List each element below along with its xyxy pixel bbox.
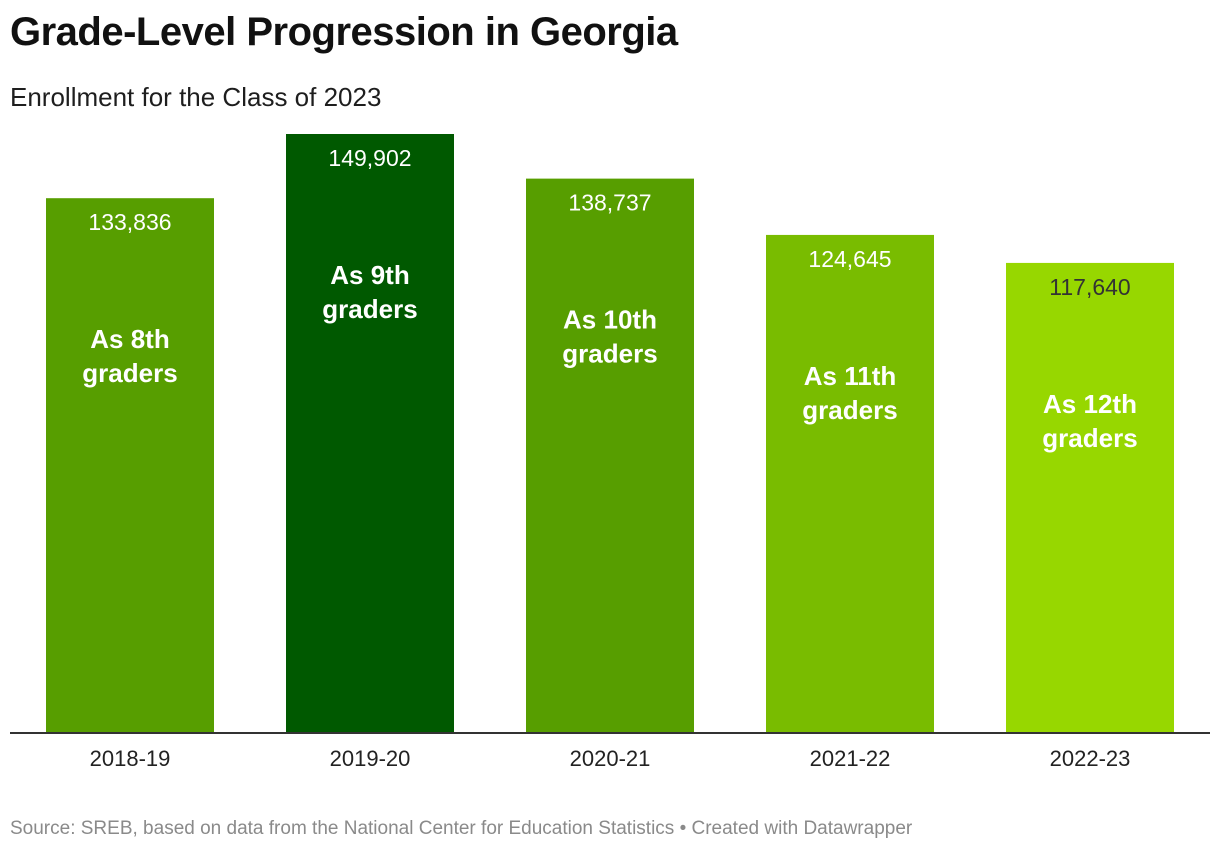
value-label-2020-21: 138,737 — [568, 190, 651, 216]
bar-label-2021-22-line2: graders — [802, 395, 897, 425]
bar-2020-21 — [526, 178, 694, 733]
chart-title: Grade-Level Progression in Georgia — [10, 10, 678, 54]
x-tick-label-2021-22: 2021-22 — [810, 746, 891, 771]
bar-2021-22 — [766, 234, 934, 734]
x-tick-label-2022-23: 2022-23 — [1050, 746, 1131, 771]
value-label-2022-23: 117,640 — [1049, 274, 1130, 300]
bar-label-2019-20-line1: As 9th — [330, 260, 409, 290]
bar-2022-23 — [1006, 262, 1174, 733]
bar-label-2019-20-line2: graders — [322, 294, 417, 324]
x-tick-label-2018-19: 2018-19 — [90, 746, 171, 771]
bar-label-2018-19-line1: As 8th — [90, 324, 169, 354]
value-label-2019-20: 149,902 — [328, 145, 411, 171]
bar-label-2020-21-line2: graders — [562, 339, 657, 369]
chart-subtitle: Enrollment for the Class of 2023 — [10, 82, 382, 112]
bars-group — [46, 134, 1174, 734]
bar-label-2022-23-line1: As 12th — [1043, 389, 1137, 419]
labels-group: 133,836 As 8th graders 149,902 As 9th graders… — [82, 145, 1137, 453]
bar-label-2021-22-line1: As 11th — [804, 361, 897, 391]
source-note: Source: SREB, based on data from the Nat… — [10, 818, 913, 839]
bar-2018-19 — [46, 198, 214, 733]
bar-label-2018-19-line2: graders — [82, 358, 177, 388]
bar-label-2022-23-line2: graders — [1042, 423, 1137, 453]
x-tick-label-2020-21: 2020-21 — [570, 746, 651, 771]
value-label-2018-19: 133,836 — [88, 209, 171, 235]
bar-label-2020-21-line1: As 10th — [563, 305, 657, 335]
bar-2019-20 — [286, 134, 454, 733]
value-label-2021-22: 124,645 — [808, 246, 891, 272]
x-tick-labels-group: 2018-19 2019-20 2020-21 2021-22 2022-23 — [90, 746, 1131, 771]
x-tick-label-2019-20: 2019-20 — [330, 746, 411, 771]
